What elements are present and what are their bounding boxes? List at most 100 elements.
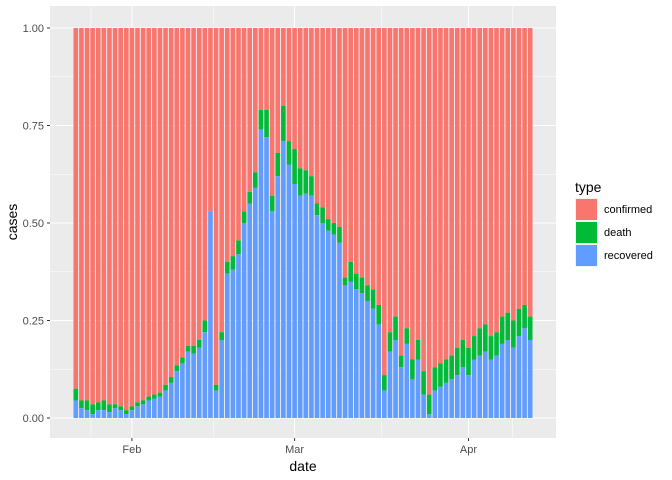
legend-label-recovered: recovered xyxy=(604,250,653,262)
bar-confirmed xyxy=(359,28,365,278)
bar-recovered xyxy=(112,408,118,418)
legend-label-death: death xyxy=(604,227,632,239)
y-tick-label: 0.00 xyxy=(23,413,44,425)
x-axis-title: date xyxy=(289,458,316,474)
bar-confirmed xyxy=(454,28,460,348)
bar-recovered xyxy=(398,367,404,418)
bar-confirmed xyxy=(370,28,376,290)
bar-confirmed xyxy=(511,28,516,321)
bar-confirmed xyxy=(494,28,499,333)
bar-confirmed xyxy=(241,28,247,212)
bar-recovered xyxy=(393,340,398,418)
bar-confirmed xyxy=(387,28,393,333)
legend-swatch-death xyxy=(576,222,597,243)
legend-label-confirmed: confirmed xyxy=(604,204,652,216)
bar-death xyxy=(337,226,342,243)
bar-recovered xyxy=(135,406,140,418)
bar-recovered xyxy=(527,340,533,418)
bar-recovered xyxy=(488,359,494,418)
bar-recovered xyxy=(123,414,129,418)
bar-recovered xyxy=(95,410,101,418)
bar-confirmed xyxy=(152,28,157,395)
bar-confirmed xyxy=(426,28,432,395)
bar-death xyxy=(320,207,325,223)
bar-confirmed xyxy=(325,28,331,220)
bar-death xyxy=(331,223,337,235)
bar-confirmed xyxy=(477,28,483,329)
bar-death xyxy=(224,262,230,274)
bar-confirmed xyxy=(376,28,382,305)
bar-recovered xyxy=(370,308,376,418)
bar-recovered xyxy=(264,137,269,418)
bar-confirmed xyxy=(309,28,314,177)
bar-confirmed xyxy=(303,28,309,171)
bar-confirmed xyxy=(264,28,269,110)
bar-confirmed xyxy=(269,28,275,196)
bar-death xyxy=(292,148,297,184)
bar-recovered xyxy=(454,375,460,418)
bar-recovered xyxy=(460,367,466,418)
bar-death xyxy=(348,262,353,282)
bar-death xyxy=(454,347,460,376)
bar-confirmed xyxy=(449,28,454,356)
bar-recovered xyxy=(73,400,79,418)
bar-death xyxy=(281,106,286,142)
bar-confirmed xyxy=(157,28,163,393)
bar-death xyxy=(112,404,118,409)
y-tick-label: 0.75 xyxy=(23,121,44,133)
bar-death xyxy=(84,400,90,411)
bar-recovered xyxy=(331,234,337,418)
bar-confirmed xyxy=(297,28,303,169)
x-tick-label: Feb xyxy=(122,444,141,456)
bar-recovered xyxy=(499,343,505,418)
bar-recovered xyxy=(157,396,163,418)
bar-confirmed xyxy=(168,28,174,378)
bar-confirmed xyxy=(247,28,253,192)
y-tick-label: 0.50 xyxy=(23,218,44,230)
bar-death xyxy=(488,336,494,360)
bar-death xyxy=(258,109,264,130)
bar-death xyxy=(123,410,129,415)
bar-confirmed xyxy=(443,28,449,360)
bar-confirmed xyxy=(393,28,398,317)
bar-death xyxy=(129,406,135,411)
bar-death xyxy=(202,320,208,333)
bar-confirmed xyxy=(73,28,79,389)
bar-confirmed xyxy=(488,28,494,337)
bar-death xyxy=(247,191,253,204)
bar-recovered xyxy=(185,351,191,418)
bar-recovered xyxy=(247,203,253,418)
bar-death xyxy=(286,141,292,165)
bar-recovered xyxy=(410,379,415,418)
bar-confirmed xyxy=(208,28,213,212)
bar-recovered xyxy=(320,223,325,418)
bar-death xyxy=(494,332,499,356)
bar-recovered xyxy=(314,215,320,418)
x-tick-label: Apr xyxy=(460,444,477,456)
x-tick-label: Mar xyxy=(285,444,304,456)
bar-recovered xyxy=(505,340,511,418)
bar-death xyxy=(499,316,505,344)
bar-confirmed xyxy=(79,28,84,401)
bar-recovered xyxy=(258,129,264,418)
bar-confirmed xyxy=(438,28,443,364)
bar-confirmed xyxy=(314,28,320,204)
bar-recovered xyxy=(376,324,382,418)
bar-confirmed xyxy=(185,28,191,346)
bar-recovered xyxy=(477,355,483,418)
bar-confirmed xyxy=(123,28,129,411)
legend-swatch-recovered xyxy=(576,245,597,266)
bar-death xyxy=(297,168,303,196)
bar-confirmed xyxy=(527,28,533,317)
bar-death xyxy=(421,371,426,395)
bar-recovered xyxy=(202,332,208,418)
bar-recovered xyxy=(365,301,370,418)
bar-recovered xyxy=(382,390,387,418)
bar-confirmed xyxy=(353,28,359,274)
bar-recovered xyxy=(224,273,230,418)
bar-death xyxy=(432,367,438,391)
bar-death xyxy=(398,355,404,368)
bar-confirmed xyxy=(281,28,286,106)
bar-recovered xyxy=(191,353,196,418)
